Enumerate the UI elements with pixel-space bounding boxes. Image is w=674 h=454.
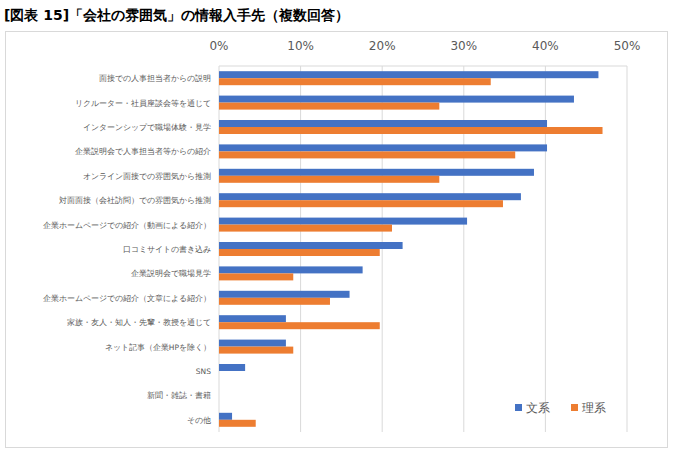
bar: [219, 395, 220, 402]
bar: [219, 364, 245, 371]
chart-svg: [図表 15]「会社の雰囲気」の情報入手先（複数回答） 0% 10% 20% 30% 40…: [0, 0, 674, 454]
category-label: 企業説明会で職場見学: [131, 269, 211, 278]
bar: [219, 298, 330, 305]
bar: [219, 420, 256, 427]
bar: [219, 340, 286, 347]
category-label: インターンシップで職場体験・見学: [83, 123, 211, 132]
bar: [219, 249, 380, 256]
bar: [219, 120, 547, 127]
bar: [219, 322, 380, 329]
category-label: 企業ホームページでの紹介（動画による紹介）: [43, 221, 211, 230]
bar: [219, 127, 603, 134]
legend-label: 理系: [582, 401, 606, 415]
bar: [219, 169, 534, 176]
category-label: 家族・友人・知人・先輩・教授を通じて: [67, 318, 211, 327]
axis-line: [219, 66, 627, 67]
bar: [219, 242, 403, 249]
legend-swatch: [515, 404, 522, 411]
category-label: その他: [187, 416, 211, 425]
tick-label: 40%: [532, 39, 559, 53]
bar: [219, 78, 491, 85]
category-label: 面接での人事担当者からの説明: [99, 74, 211, 83]
bar: [219, 347, 293, 354]
bar: [219, 103, 439, 110]
chart-root: [図表 15]「会社の雰囲気」の情報入手先（複数回答） 0% 10% 20% 30% 40…: [0, 0, 674, 454]
legend-label: 文系: [526, 401, 550, 415]
bar: [219, 273, 293, 280]
bars: [219, 71, 603, 427]
category-label: リクルーター・社員座談会等を通じて: [75, 99, 211, 108]
tick-label: 20%: [369, 39, 396, 53]
tick-label: 10%: [287, 39, 314, 53]
bar: [219, 413, 232, 420]
bar: [219, 266, 363, 273]
category-label: オンライン面接での雰囲気から推測: [83, 172, 211, 181]
bar: [219, 200, 503, 207]
category-label: 新聞・雑誌・書籍: [147, 391, 211, 400]
bar: [219, 96, 574, 103]
category-label: 企業ホームページでの紹介（文章による紹介）: [43, 294, 211, 303]
category-label: SNS: [196, 367, 211, 376]
bar: [219, 71, 598, 78]
legend-swatch: [571, 404, 578, 411]
tick-label: 30%: [450, 39, 477, 53]
bar: [219, 193, 521, 200]
title: [図表 15]「会社の雰囲気」の情報入手先（複数回答）: [4, 7, 349, 23]
grid-line: [627, 66, 628, 432]
chart-frame: [6, 32, 668, 448]
category-label: 対面面接（会社訪問）での雰囲気から推測: [59, 196, 211, 205]
bar: [219, 218, 467, 225]
bar: [219, 388, 220, 395]
bar: [219, 151, 515, 158]
bar: [219, 291, 350, 298]
tick-label: 50%: [614, 39, 641, 53]
tick-label: 0%: [209, 39, 228, 53]
category-label: 企業説明会で人事担当者等からの紹介: [75, 147, 211, 156]
bar: [219, 315, 286, 322]
category-label: ネット記事（企業HPを除く）: [105, 343, 211, 352]
bar: [219, 176, 439, 183]
category-label: 口コミサイトの書き込み: [123, 245, 211, 254]
bar: [219, 144, 547, 151]
bar: [219, 371, 220, 378]
bar: [219, 225, 392, 232]
